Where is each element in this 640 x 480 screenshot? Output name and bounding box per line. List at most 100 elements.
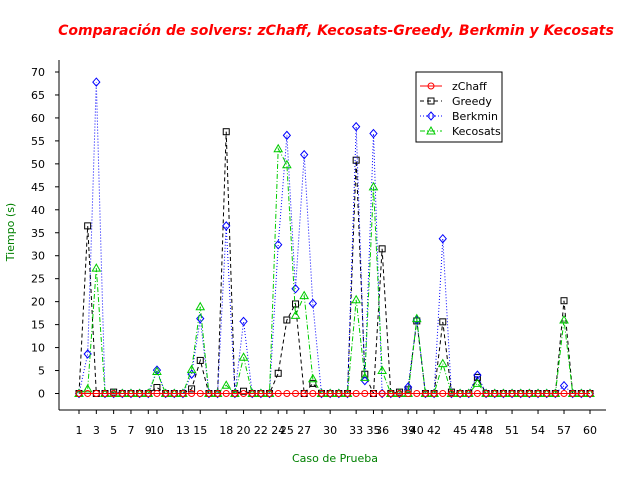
x-tick-label: 54 (531, 424, 545, 437)
data-point-zchaff (248, 390, 256, 397)
legend-marker-greedy (427, 97, 435, 105)
data-point-zchaff (179, 390, 187, 397)
data-point-zchaff (153, 390, 161, 397)
legend-box (415, 71, 503, 143)
data-point-zchaff (525, 390, 533, 397)
y-axis: 0 5 10 15 20 25 30 35 40 45 50 55 60 65 70 (31, 66, 59, 401)
x-tick-label: 45 (453, 424, 467, 437)
data-point-zchaff (369, 390, 377, 397)
x-tick-label: 3 (93, 424, 100, 437)
data-point-zchaff (439, 390, 447, 397)
data-point-zchaff (144, 390, 152, 397)
data-point-zchaff (75, 390, 83, 397)
data-point-kecosats (299, 290, 310, 300)
x-tick-label: 42 (427, 424, 441, 437)
x-tick-label: 33 (349, 424, 363, 437)
data-point-zchaff (577, 390, 585, 397)
data-point-zchaff (127, 390, 135, 397)
series-line-greedy (78, 131, 590, 395)
data-point-zchaff (404, 390, 412, 397)
data-point-zchaff (240, 390, 248, 397)
data-point-zchaff (84, 390, 92, 397)
data-point-greedy (196, 356, 204, 364)
data-point-berkmin (300, 149, 309, 160)
data-point-zchaff (491, 390, 499, 397)
x-tick-label: 10 (150, 424, 164, 437)
data-point-zchaff (335, 390, 343, 397)
plot-frame (58, 60, 606, 411)
y-tick-label: 10 (31, 342, 45, 355)
data-point-zchaff (196, 390, 204, 397)
x-tick-label: 35 (366, 424, 380, 437)
legend: zChaff Greedy Berkmin Kecosats (415, 71, 503, 143)
data-point-zchaff (283, 390, 291, 397)
data-point-greedy (274, 369, 282, 377)
data-point-zchaff (447, 390, 455, 397)
x-tick-label: 20 (237, 424, 251, 437)
data-point-kecosats (290, 310, 301, 319)
series-layer (74, 77, 595, 399)
data-point-kecosats (307, 373, 318, 383)
data-point-greedy (560, 297, 568, 305)
data-point-kecosats (377, 365, 387, 375)
y-tick-label: 30 (31, 250, 45, 263)
x-tick-label: 40 (410, 424, 424, 437)
data-point-berkmin (369, 128, 378, 139)
y-tick-label: 20 (31, 296, 45, 309)
data-point-zchaff (560, 390, 568, 397)
data-point-kecosats (82, 383, 93, 393)
data-point-kecosats (273, 143, 284, 153)
data-point-zchaff (499, 390, 507, 397)
data-point-berkmin (274, 239, 283, 250)
data-point-kecosats (238, 352, 249, 361)
data-point-berkmin (239, 316, 248, 327)
data-point-berkmin (83, 349, 92, 359)
data-point-zchaff (318, 390, 326, 397)
data-point-zchaff (162, 390, 170, 397)
y-tick-label: 0 (38, 388, 45, 401)
data-point-zchaff (456, 390, 464, 397)
x-tick-label: 5 (110, 424, 117, 437)
data-point-kecosats (472, 378, 483, 387)
x-tick-label: 9 (145, 424, 152, 437)
data-point-kecosats (368, 181, 379, 191)
data-point-berkmin (196, 313, 205, 324)
data-point-zchaff (473, 390, 481, 397)
x-tick-label: 1 (76, 424, 83, 437)
y-tick-label: 35 (31, 227, 45, 240)
data-point-zchaff (352, 390, 360, 397)
data-point-berkmin (92, 77, 101, 87)
legend-item-zchaff: zChaff (420, 80, 487, 93)
data-point-greedy (222, 128, 230, 136)
x-tick-label: 36 (375, 424, 389, 437)
data-point-zchaff (110, 390, 118, 397)
x-tick-label: 15 (193, 424, 207, 437)
data-point-greedy (153, 384, 161, 392)
data-point-zchaff (257, 390, 265, 397)
y-tick-label: 50 (31, 158, 45, 171)
legend-label-berkmin: Berkmin (452, 110, 498, 123)
data-point-berkmin (403, 382, 413, 392)
data-point-zchaff (188, 390, 196, 397)
data-point-berkmin (438, 233, 447, 244)
y-tick-label: 60 (31, 112, 45, 125)
data-point-zchaff (101, 390, 109, 397)
y-tick-label: 40 (31, 204, 45, 217)
data-point-zchaff (395, 390, 403, 397)
legend-item-kecosats: Kecosats (420, 125, 501, 138)
data-point-zchaff (231, 390, 239, 397)
data-point-berkmin (559, 380, 569, 391)
x-axis-label: Caso de Prueba (292, 452, 378, 465)
data-point-kecosats (359, 372, 370, 381)
data-point-berkmin (222, 221, 231, 231)
data-point-zchaff (430, 390, 438, 397)
data-point-kecosats (152, 366, 162, 375)
legend-label-zchaff: zChaff (452, 80, 487, 93)
y-tick-label: 5 (38, 365, 45, 378)
y-tick-label: 45 (31, 181, 45, 194)
x-tick-label: 51 (505, 424, 519, 437)
data-point-berkmin (308, 298, 318, 309)
data-point-zchaff (326, 390, 334, 397)
